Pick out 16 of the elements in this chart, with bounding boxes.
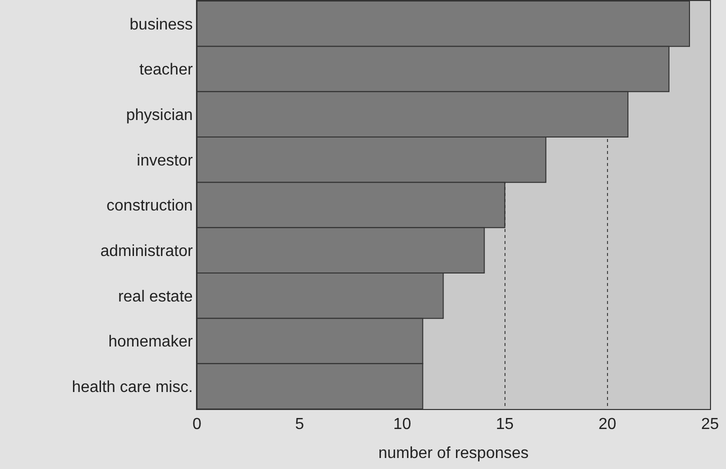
y-tick-label: real estate xyxy=(118,288,193,306)
y-tick-label: construction xyxy=(106,198,193,215)
y-tick-label: homemaker xyxy=(108,334,194,351)
y-tick-label: investor xyxy=(136,152,194,170)
y-tick-label: business xyxy=(130,16,193,34)
y-tick-label: physician xyxy=(126,106,193,124)
x-tick-label: 25 xyxy=(701,416,719,434)
x-tick-label: 10 xyxy=(393,416,412,434)
x-tick-label: 15 xyxy=(496,416,514,434)
x-tick-label: 5 xyxy=(295,416,304,434)
y-tick-label: administrator xyxy=(100,242,194,260)
x-tick-label: 20 xyxy=(598,416,616,434)
y-tick-label: health care misc. xyxy=(72,378,193,396)
x-tick-label: 0 xyxy=(192,416,202,434)
x-axis-title: number of responses xyxy=(378,444,529,462)
y-tick-label: teacher xyxy=(139,62,194,79)
